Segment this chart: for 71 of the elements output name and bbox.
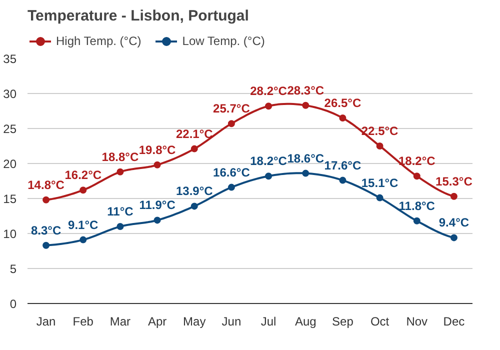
data-label: 18.2°C — [398, 154, 436, 168]
point — [80, 186, 87, 194]
point — [376, 194, 384, 202]
data-label: 22.5°C — [361, 124, 399, 138]
data-label: 17.6°C — [324, 158, 362, 172]
x-tick-label: Feb — [72, 314, 94, 328]
point — [265, 102, 272, 110]
point — [228, 184, 235, 191]
x-tick-label: May — [183, 314, 206, 328]
chart-title: Temperature - Lisbon, Portugal — [28, 8, 249, 24]
data-label: 14.8°C — [28, 178, 65, 192]
data-label: 11.9°C — [139, 198, 176, 212]
x-tick-label: Nov — [406, 314, 428, 328]
point — [339, 114, 346, 122]
x-tick-label: Jun — [222, 314, 242, 328]
data-label: 26.5°C — [324, 96, 362, 110]
data-label: 18.6°C — [287, 151, 324, 166]
y-tick-label: 5 — [10, 262, 17, 276]
data-label: 11°C — [107, 204, 134, 218]
data-label: 8.3°C — [30, 223, 62, 238]
point — [154, 161, 161, 168]
y-tick-label: 10 — [3, 227, 17, 241]
point — [265, 172, 272, 180]
x-tick-label: Dec — [443, 314, 465, 328]
y-tick-label: 30 — [3, 87, 17, 101]
data-label: 28.2°C — [250, 84, 288, 98]
data-label: 22.1°C — [176, 126, 214, 141]
point — [450, 234, 458, 242]
point — [190, 202, 198, 210]
y-tick-label: 15 — [3, 192, 17, 206]
data-label: 9.1°C — [68, 218, 99, 232]
x-tick-label: Sep — [332, 314, 354, 328]
point — [42, 196, 50, 204]
y-tick-label: 25 — [3, 122, 17, 136]
data-label: 19.8°C — [138, 142, 176, 157]
y-tick-label: 35 — [3, 52, 17, 66]
data-label: 16.6°C — [213, 165, 250, 180]
data-label: 11.8°C — [398, 198, 436, 213]
point — [302, 170, 310, 177]
point — [302, 102, 310, 109]
data-label: 9.4°C — [438, 216, 470, 230]
point — [80, 236, 87, 244]
x-tick-label: Aug — [294, 314, 316, 328]
data-label: 18.2°C — [250, 154, 288, 168]
point — [116, 168, 124, 176]
data-label: 15.3°C — [436, 174, 473, 188]
point — [339, 176, 346, 184]
point — [42, 242, 50, 249]
data-label: 16.2°C — [64, 168, 102, 182]
point — [413, 172, 420, 180]
legend-label: High Temp. (°C) — [56, 34, 142, 48]
x-tick-label: Jan — [36, 314, 56, 328]
x-tick-label: Apr — [148, 314, 167, 328]
x-tick-label: Jul — [260, 314, 276, 328]
point — [154, 216, 161, 224]
y-tick-label: 0 — [10, 297, 17, 311]
point — [116, 223, 124, 230]
data-label: 13.9°C — [176, 184, 214, 198]
point — [190, 145, 198, 152]
legend-label: Low Temp. (°C) — [182, 34, 265, 48]
point — [376, 142, 384, 150]
y-tick-label: 20 — [3, 157, 17, 171]
point — [450, 192, 458, 200]
data-label: 18.8°C — [102, 150, 139, 164]
x-tick-label: Mar — [110, 314, 131, 328]
point — [228, 120, 235, 128]
data-label: 28.3°C — [287, 83, 324, 98]
point — [413, 217, 420, 224]
data-label: 15.1°C — [361, 176, 399, 190]
data-label: 25.7°C — [213, 102, 250, 116]
x-tick-label: Oct — [370, 314, 390, 328]
